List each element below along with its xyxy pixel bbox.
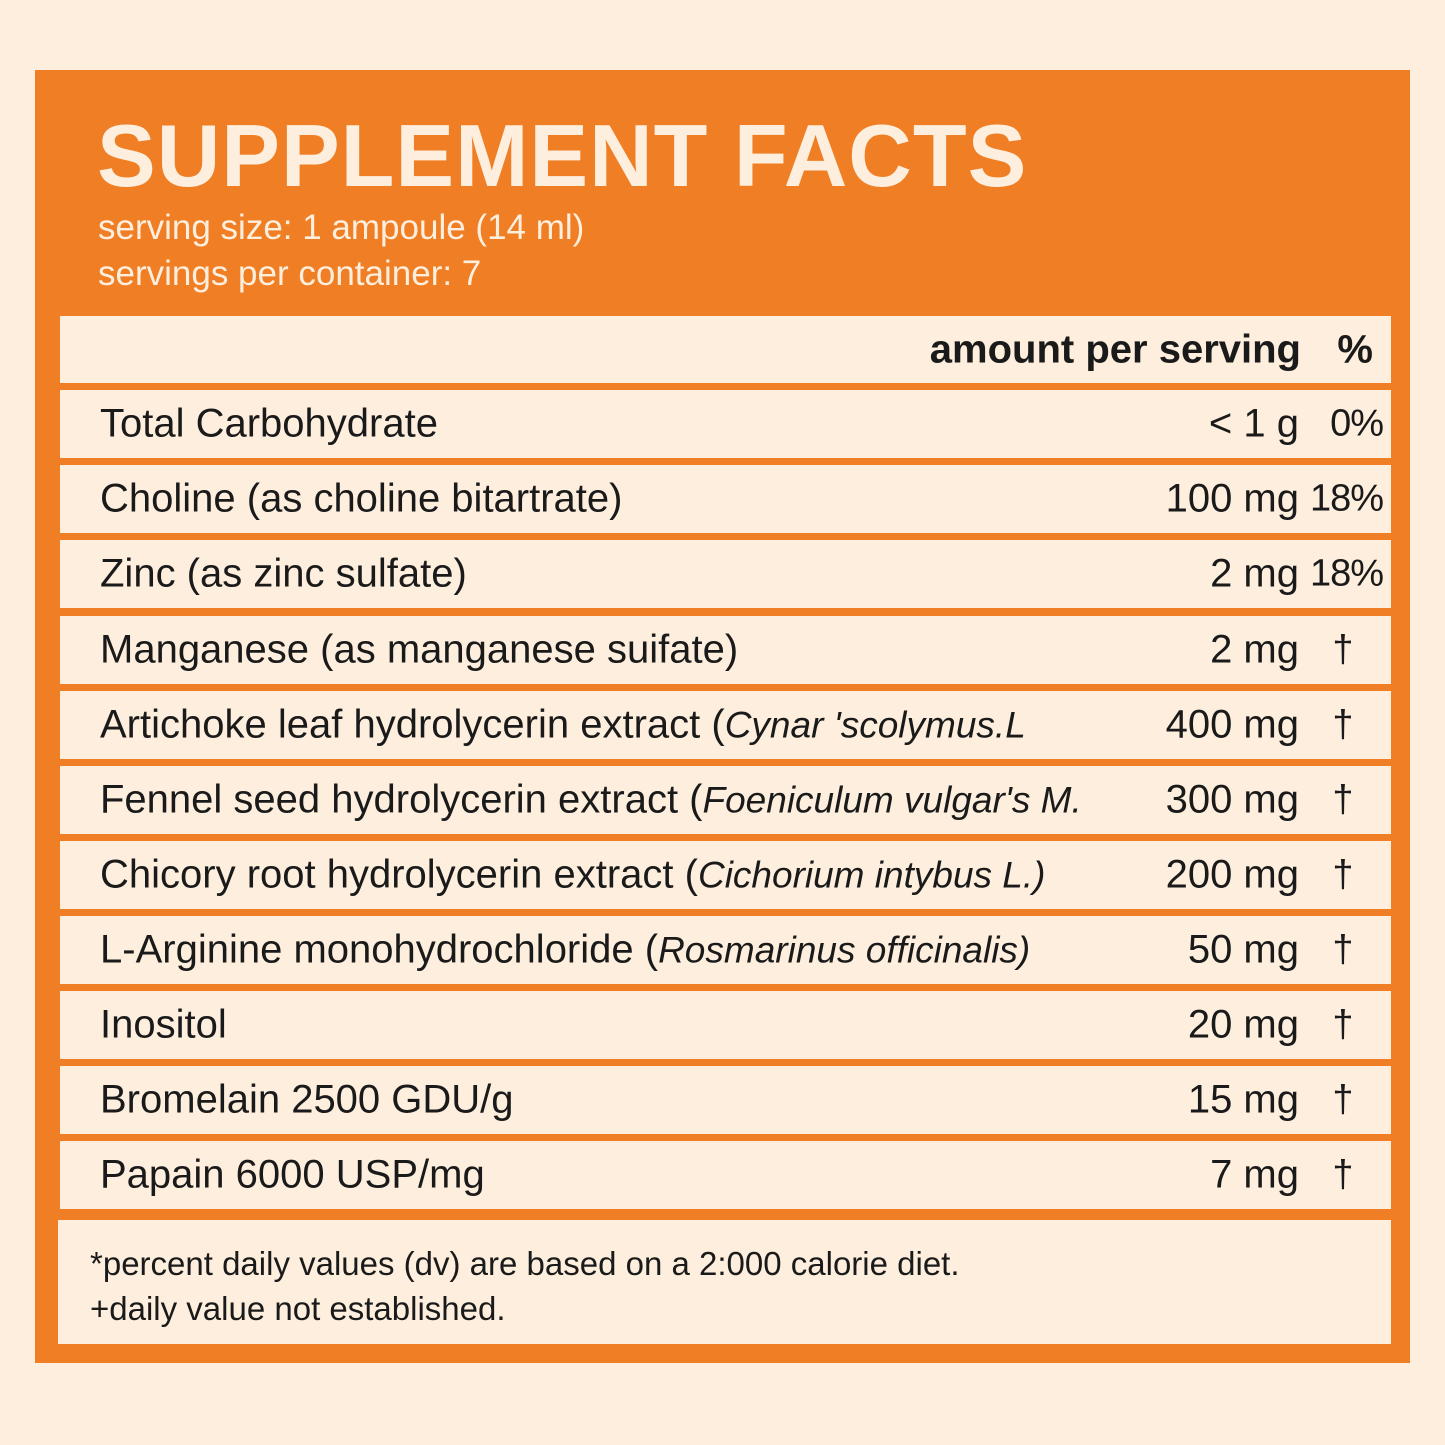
table-row: Total Carbohydrate < 1 g 0% [60, 390, 1391, 458]
nutrient-amount: 7 mg [1210, 1152, 1299, 1197]
nutrient-amount: 15 mg [1187, 1077, 1299, 1122]
nutrient-amount: 400 mg [1165, 702, 1299, 747]
nutrient-amount: 50 mg [1187, 927, 1299, 972]
dagger-icon: † [1332, 1078, 1354, 1121]
table-row: Artichoke leaf hydrolycerin extract (Cyn… [60, 691, 1391, 759]
dagger-icon: † [1332, 628, 1354, 671]
table-row: Bromelain 2500 GDU/g 15 mg † [60, 1066, 1391, 1134]
table-row: Fennel seed hydrolycerin extract (Foenic… [60, 766, 1391, 834]
nutrient-name: Zinc (as zinc sulfate) [100, 551, 467, 596]
nutrient-name: Manganese (as manganese suifate) [100, 627, 739, 672]
nutrient-amount: < 1 g [1208, 401, 1299, 446]
nutrient-name: Papain 6000 USP/mg [100, 1152, 485, 1197]
latin-name: Cynar 'scolymus.L [724, 704, 1026, 746]
latin-name: Foeniculum vulgar's M. [702, 779, 1082, 821]
footnote-daily-values: *percent daily values (dv) are based on … [90, 1245, 960, 1282]
supplement-facts-panel: SUPPLEMENT FACTS serving size: 1 ampoule… [35, 70, 1410, 1363]
nutrient-amount: 2 mg [1210, 551, 1299, 596]
nutrient-amount: 200 mg [1165, 852, 1299, 897]
table-row: Choline (as choline bitartrate) 100 mg 1… [60, 465, 1391, 533]
nutrient-daily-value: 18% [1309, 552, 1384, 595]
dagger-icon: † [1332, 853, 1354, 896]
nutrient-amount: 2 mg [1210, 627, 1299, 672]
footnotes: *percent daily values (dv) are based on … [58, 1220, 1391, 1344]
nutrient-name: Chicory root hydrolycerin extract (Cicho… [100, 852, 1046, 897]
table-header: amount per serving % [60, 316, 1391, 383]
nutrient-name: L-Arginine monohydrochloride (Rosmarinus… [100, 927, 1031, 972]
footnote-not-established: +daily value not established. [90, 1290, 506, 1327]
nutrient-name: Fennel seed hydrolycerin extract (Foenic… [100, 777, 1082, 822]
dagger-icon: † [1332, 703, 1354, 746]
dagger-icon: † [1332, 778, 1354, 821]
nutrient-name: Artichoke leaf hydrolycerin extract (Cyn… [100, 702, 1026, 747]
dagger-icon: † [1332, 928, 1354, 971]
nutrient-amount: 300 mg [1165, 777, 1299, 822]
nutrient-name: Inositol [100, 1002, 227, 1047]
nutrient-amount: 100 mg [1165, 476, 1299, 521]
table-row: Manganese (as manganese suifate) 2 mg † [60, 616, 1391, 684]
latin-name: Rosmarinus officinalis) [658, 929, 1031, 971]
dagger-icon: † [1332, 1003, 1354, 1046]
nutrient-name: Bromelain 2500 GDU/g [100, 1077, 514, 1122]
latin-name: Cichorium intybus L.) [697, 854, 1046, 896]
serving-size: serving size: 1 ampoule (14 ml) [98, 208, 585, 247]
table-row: L-Arginine monohydrochloride (Rosmarinus… [60, 916, 1391, 984]
table-row: Inositol 20 mg † [60, 991, 1391, 1059]
dagger-icon: † [1332, 1153, 1354, 1196]
nutrient-daily-value: 18% [1309, 477, 1384, 520]
nutrient-daily-value: 0% [1330, 402, 1384, 445]
header-percent: % [1337, 327, 1373, 371]
table-row: Zinc (as zinc sulfate) 2 mg 18% [60, 540, 1391, 608]
nutrient-name: Total Carbohydrate [100, 401, 438, 446]
label-title: SUPPLEMENT FACTS [97, 106, 1028, 205]
table-row: Chicory root hydrolycerin extract (Cicho… [60, 841, 1391, 909]
servings-per-container: servings per container: 7 [98, 254, 482, 293]
nutrient-amount: 20 mg [1187, 1002, 1299, 1047]
nutrient-name: Choline (as choline bitartrate) [100, 476, 623, 521]
header-amount-per-serving: amount per serving [929, 327, 1301, 371]
table-row: Papain 6000 USP/mg 7 mg † [60, 1141, 1391, 1209]
